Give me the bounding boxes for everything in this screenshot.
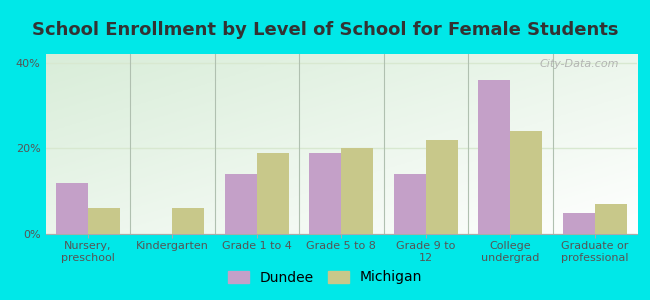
Legend: Dundee, Michigan: Dundee, Michigan bbox=[222, 265, 428, 290]
Text: School Enrollment by Level of School for Female Students: School Enrollment by Level of School for… bbox=[32, 21, 618, 39]
Bar bbox=[563, 213, 595, 234]
Bar bbox=[309, 153, 341, 234]
Bar bbox=[394, 174, 426, 234]
Bar bbox=[56, 183, 88, 234]
Bar bbox=[510, 131, 542, 234]
Bar bbox=[595, 204, 627, 234]
Bar bbox=[426, 140, 458, 234]
Bar bbox=[478, 80, 510, 234]
Text: City-Data.com: City-Data.com bbox=[540, 59, 619, 69]
Bar bbox=[172, 208, 204, 234]
Bar bbox=[88, 208, 120, 234]
Bar bbox=[225, 174, 257, 234]
Bar bbox=[257, 153, 289, 234]
Bar bbox=[341, 148, 373, 234]
